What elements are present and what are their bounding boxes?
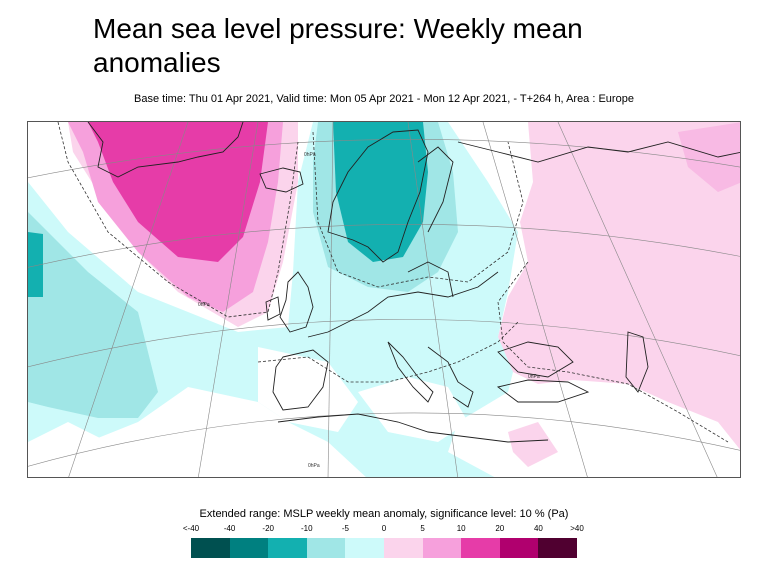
legend-colorbar <box>191 538 577 558</box>
legend-swatch <box>499 538 539 558</box>
legend-swatch <box>229 538 269 558</box>
legend-swatch <box>345 538 384 558</box>
legend-title: Extended range: MSLP weekly mean anomaly… <box>199 508 569 520</box>
legend-tick: 10 <box>456 524 466 533</box>
legend-tick: 40 <box>533 524 543 533</box>
legend-tick: -5 <box>341 524 349 533</box>
negative-anomaly-atlantic <box>28 212 158 418</box>
contour-label: 0hPa <box>308 463 320 469</box>
chart-subtitle: Base time: Thu 01 Apr 2021, Valid time: … <box>134 93 634 105</box>
legend-swatch <box>538 538 577 558</box>
contour-label: 0hPa <box>304 152 316 158</box>
legend-tick: 20 <box>495 524 505 533</box>
positive-anomaly-east <box>498 122 740 450</box>
anomaly-map: 0hPa 0hPa 0hPa 0hPa <box>27 121 741 478</box>
legend-tick: -10 <box>301 524 313 533</box>
positive-anomaly-east-deep <box>678 122 740 192</box>
legend-tick: 0 <box>381 524 387 533</box>
legend-swatch <box>383 538 423 558</box>
legend-tick: 5 <box>420 524 425 533</box>
contours <box>57 122 729 443</box>
legend-tick: <-40 <box>182 524 200 533</box>
legend-tick: -20 <box>262 524 274 533</box>
contour-label: 0hPa <box>198 302 210 308</box>
legend-swatch <box>461 538 500 558</box>
legend-swatch <box>422 538 462 558</box>
legend-swatch <box>306 538 346 558</box>
contour-label: 0hPa <box>528 374 540 380</box>
chart-title: Mean sea level pressure: Weekly mean ano… <box>93 13 583 78</box>
legend-ticks: <-40 -40 -20 -10 -5 0 5 10 20 40 >40 <box>0 524 768 536</box>
legend-tick: >40 <box>570 524 584 533</box>
legend-tick: -40 <box>223 524 236 533</box>
legend-swatch <box>268 538 307 558</box>
graticule <box>28 122 740 477</box>
anomaly-fields <box>28 122 740 477</box>
legend-swatch <box>191 538 230 558</box>
coastlines <box>87 122 740 443</box>
